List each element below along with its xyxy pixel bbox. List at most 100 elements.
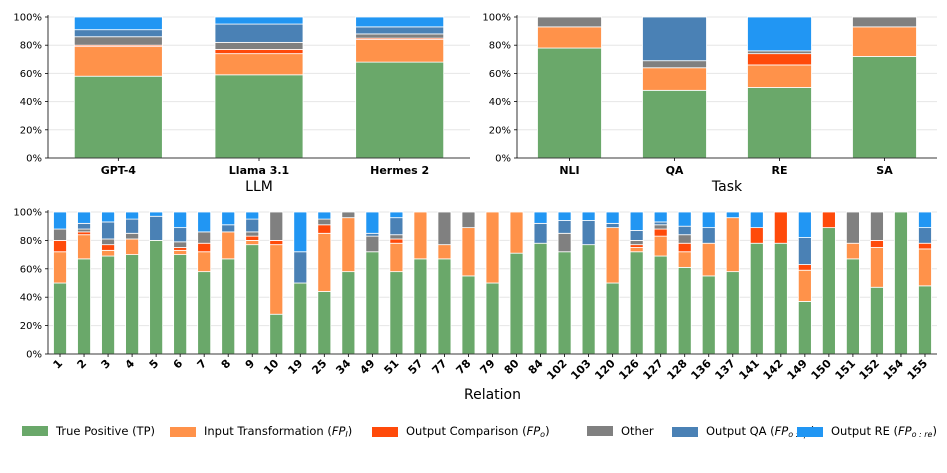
relation-bar-input [461, 227, 476, 277]
relation-bar-output_cmp [797, 264, 812, 271]
relation-bar-qa [605, 222, 620, 229]
task-bar-other [852, 16, 917, 28]
legend-label-other: Other [621, 424, 654, 438]
relation-bar-re [581, 211, 596, 221]
llm-bar-qa [355, 26, 445, 35]
relation-category-label: 136 [688, 357, 714, 383]
legend-label-prefix: True Positive (TP) [56, 424, 156, 438]
relation-bar-tp [389, 271, 404, 355]
legend-label-prefix: Output RE ( [831, 424, 899, 438]
legend-item-qa: Output QA (FPo : qa) [672, 424, 815, 439]
relation-bar-input [389, 242, 404, 273]
legend-swatch-tp [22, 426, 48, 436]
task-y-tick-label: 20% [489, 125, 511, 136]
relation-bar-tp [101, 255, 115, 355]
relation-bar-tp [245, 244, 260, 355]
relation-category-label: 102 [544, 357, 569, 382]
relation-bar-other [677, 234, 692, 244]
task-y-tick-label: 0% [495, 154, 511, 165]
relation-bar-input [125, 238, 139, 255]
relation-bar-qa [581, 220, 596, 246]
relation-bar-other [269, 211, 284, 241]
task-bar-output_cmp [747, 53, 812, 66]
task-bar-input [747, 64, 812, 88]
relation-bar-input [677, 251, 692, 268]
relation-bar-input [413, 211, 428, 260]
relation-bar-input [485, 211, 500, 284]
task-bar-tp [537, 47, 602, 159]
relation-bar-re [797, 211, 812, 238]
relation-bar-output_cmp [653, 228, 668, 237]
relation-bar-output_cmp [101, 244, 115, 251]
llm-category-label: Llama 3.1 [229, 164, 289, 177]
legend-swatch-input [170, 426, 196, 437]
relation-category-label: 6 [171, 357, 186, 372]
llm-bar-output_cmp [214, 49, 304, 55]
relation-bar-other [389, 234, 404, 240]
task-bar-input [642, 67, 707, 91]
relation-bar-tp [605, 282, 620, 355]
task-bar-re [747, 16, 812, 52]
relation-bar-input [605, 227, 620, 284]
legend: True Positive (TP) Input Transformation (… [22, 424, 937, 444]
task-category-label: RE [772, 164, 788, 177]
llm-y-tick-label: 20% [20, 125, 42, 136]
relation-bar-tp [846, 258, 860, 355]
task-bar-other [747, 50, 812, 55]
relation-bar-tp [413, 258, 428, 355]
relation-bar-tp [894, 211, 908, 355]
task-axis-title: Task [711, 179, 743, 195]
relation-bar-tp [293, 282, 308, 355]
task-bar-other [642, 60, 707, 69]
task-y-tick-label: 80% [489, 41, 511, 52]
relation-bar-re [293, 211, 308, 253]
task-y-tick-label: 100% [482, 13, 511, 24]
relation-bar-other [557, 232, 572, 253]
legend-swatch-re [797, 426, 823, 437]
task-bar-input [852, 26, 917, 57]
relation-bar-other [341, 211, 356, 219]
relation-bar-input [797, 269, 812, 302]
relation-category-label: 5 [147, 357, 162, 372]
relation-bar-qa [797, 237, 812, 265]
relation-bar-tp [221, 258, 236, 355]
relation-category-label: 151 [833, 357, 858, 382]
legend-label-output_cmp: Output Comparison (FPo) [406, 424, 550, 439]
relation-bar-re [125, 211, 139, 220]
relation-bar-re [221, 211, 236, 226]
legend-swatch-output_cmp [372, 426, 398, 437]
legend-item-output_cmp: Output Comparison (FPo) [372, 424, 550, 439]
relation-bar-re [605, 211, 620, 224]
relation-category-label: 154 [881, 357, 907, 383]
relation-category-label: 51 [381, 357, 401, 377]
relation-bar-other [437, 211, 452, 246]
relation-bar-re [918, 211, 932, 229]
relation-bar-input [653, 235, 668, 257]
relation-bar-tp [365, 251, 380, 355]
legend-swatch-qa [672, 426, 698, 437]
legend-label-prefix: Output Comparison ( [406, 424, 527, 438]
relation-category-label: 78 [454, 357, 474, 377]
relation-bar-re [629, 211, 644, 231]
relation-category-label: 84 [526, 357, 546, 377]
relation-bar-tp [509, 252, 524, 355]
relation-bar-re [317, 211, 332, 220]
legend-label-prefix: Output QA ( [706, 424, 775, 438]
relation-bar-other [101, 238, 115, 246]
task-category-label: SA [876, 164, 893, 177]
relation-bar-output_cmp [389, 238, 404, 244]
relation-bar-tp [677, 266, 692, 355]
relation-bar-input [918, 248, 932, 287]
relation-bar-tp [870, 286, 884, 355]
llm-chart: 0% 20% 40% 60% 80% 100% GPT-4 Llama 3.1 Hermes 2… [13, 13, 470, 195]
relation-y-tick-label: 0% [26, 350, 42, 361]
relation-bar-qa [125, 218, 139, 234]
relation-bar-re [173, 211, 188, 229]
llm-bar-other [355, 33, 445, 39]
relation-bar-output_cmp [77, 231, 91, 236]
relation-category-label: 79 [478, 357, 498, 377]
task-bar-qa [642, 16, 707, 62]
llm-bar-other [214, 41, 304, 50]
llm-category-label: GPT-4 [101, 164, 137, 177]
relation-bar-input [77, 234, 91, 260]
